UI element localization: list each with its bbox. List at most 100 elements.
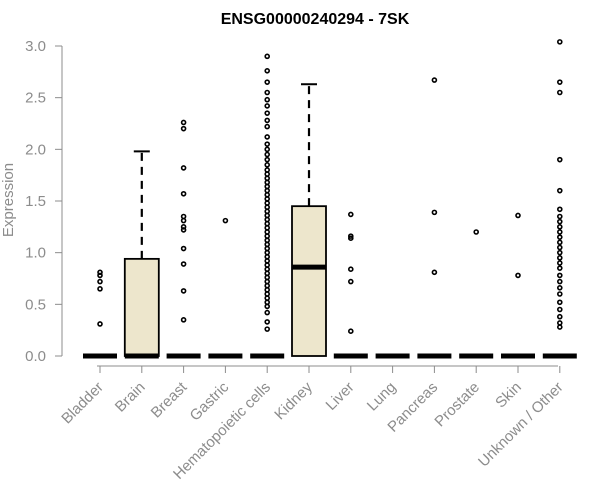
outlier-point — [97, 286, 103, 292]
outlier-point — [347, 278, 354, 285]
outlier-point — [264, 134, 271, 140]
outlier-point — [556, 218, 563, 225]
outlier-point — [556, 255, 563, 261]
outlier-point — [180, 165, 187, 171]
iqr-box — [123, 257, 160, 357]
outlier-point — [264, 141, 271, 147]
outlier-point — [556, 272, 563, 279]
y-tick-label: 2.0 — [25, 141, 46, 158]
box-1 — [123, 150, 160, 359]
outlier-point — [180, 317, 187, 323]
outlier-point — [222, 217, 229, 224]
outlier-point — [97, 269, 103, 276]
outlier-point — [180, 227, 187, 233]
outlier-point — [556, 265, 563, 271]
box-0 — [83, 269, 117, 359]
outlier-point — [556, 89, 563, 96]
outlier-point — [347, 233, 354, 239]
x-tick-label: Breast — [148, 378, 191, 421]
outlier-point — [556, 244, 563, 251]
box-9 — [459, 229, 494, 359]
outlier-point — [264, 162, 271, 168]
outlier-point — [264, 123, 271, 130]
outlier-point — [180, 245, 187, 252]
y-axis-label: Expression — [0, 163, 17, 237]
outlier-point — [180, 119, 187, 126]
outlier-point — [180, 288, 187, 294]
outlier-point — [556, 239, 563, 246]
x-tick-label: Lung — [364, 379, 400, 415]
outlier-point — [347, 235, 354, 241]
outlier-point — [556, 213, 563, 220]
outlier-point — [556, 299, 563, 306]
outlier-point — [556, 249, 563, 256]
outlier-point — [264, 319, 271, 325]
iqr-box — [291, 205, 327, 357]
y-tick-label: 1.5 — [25, 193, 46, 210]
outlier-point — [431, 77, 438, 83]
box-3 — [208, 217, 243, 359]
outlier-point — [264, 146, 271, 153]
outlier-point — [180, 224, 187, 230]
outlier-point — [264, 110, 271, 116]
box-10 — [501, 212, 535, 359]
x-tick-label: Brain — [112, 379, 149, 416]
outlier-point — [264, 151, 271, 158]
outlier-point — [556, 206, 563, 213]
outlier-point — [264, 326, 271, 332]
outlier-point — [97, 278, 103, 285]
outlier-point — [556, 229, 563, 235]
box-4 — [250, 53, 285, 359]
x-tick-label: Kidney — [271, 378, 316, 423]
outlier-point — [264, 68, 271, 74]
chart-title: ENSG00000240294 - 7SK — [221, 11, 410, 28]
outlier-point — [347, 266, 354, 273]
outlier-point — [556, 79, 563, 85]
box-series — [83, 39, 577, 359]
outlier-point — [556, 187, 563, 194]
outlier-point — [180, 261, 187, 267]
outlier-point — [556, 234, 563, 240]
y-axis-ticks: 0.0 0.5 1.0 1.5 2.0 2.5 3.0 — [25, 38, 62, 365]
outlier-point — [556, 284, 563, 291]
box-2 — [166, 119, 201, 359]
outlier-point — [347, 328, 354, 335]
outlier-point — [347, 211, 354, 218]
outlier-point — [556, 39, 563, 45]
outlier-point — [180, 125, 187, 132]
box-6 — [333, 211, 368, 359]
box-8 — [417, 77, 452, 359]
outlier-point — [264, 96, 271, 103]
y-tick-label: 1.0 — [25, 245, 46, 262]
outlier-point — [264, 89, 271, 96]
y-tick-label: 0.5 — [25, 296, 46, 313]
outlier-point — [97, 321, 103, 327]
x-tick-label: Prostate — [431, 379, 483, 431]
outlier-point — [556, 260, 563, 266]
outlier-point — [556, 313, 563, 320]
outlier-point — [556, 156, 563, 163]
outlier-point — [264, 53, 271, 60]
outlier-point — [180, 213, 187, 220]
outlier-point — [431, 269, 438, 276]
x-tick-label: Liver — [323, 379, 358, 414]
outlier-point — [515, 272, 521, 279]
outlier-point — [556, 320, 563, 326]
outlier-point — [264, 156, 271, 163]
outlier-point — [264, 79, 271, 85]
outlier-point — [264, 167, 271, 173]
box-5 — [291, 83, 327, 357]
y-tick-label: 3.0 — [25, 38, 46, 55]
outlier-point — [180, 190, 187, 197]
outlier-point — [264, 117, 271, 124]
outlier-point — [556, 224, 563, 230]
y-tick-label: 0.0 — [25, 348, 46, 365]
outlier-point — [515, 212, 521, 219]
box-11 — [542, 39, 577, 359]
y-tick-label: 2.5 — [25, 90, 46, 107]
outlier-point — [556, 278, 563, 285]
outlier-point — [264, 309, 271, 316]
x-tick-label: Bladder — [58, 379, 107, 428]
